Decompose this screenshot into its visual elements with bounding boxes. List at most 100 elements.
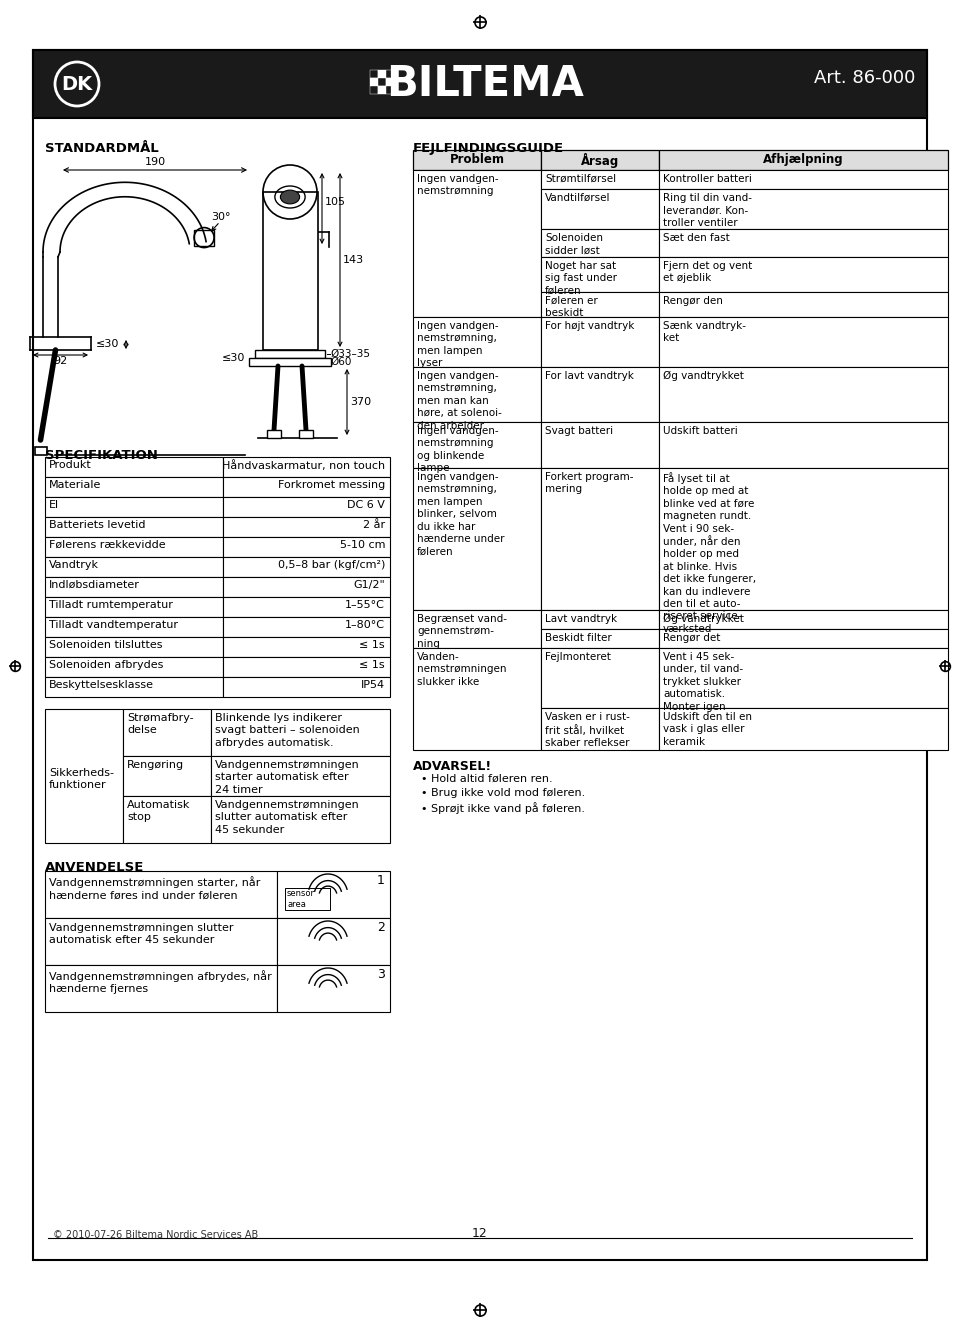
Text: Udskift den til en
vask i glas eller
keramik: Udskift den til en vask i glas eller ker…	[663, 713, 752, 747]
Bar	[541, 610, 659, 629]
Bar	[285, 888, 330, 910]
Bar	[277, 918, 390, 964]
Bar	[413, 422, 541, 468]
Text: 1–55°C: 1–55°C	[346, 599, 385, 610]
Text: DC 6 V: DC 6 V	[348, 500, 385, 510]
Bar	[386, 87, 394, 95]
Bar	[45, 557, 223, 577]
Text: Følerens rækkevidde: Følerens rækkevidde	[49, 539, 166, 550]
Text: Ingen vandgen-
nemstrømning,
men lampen
lyser: Ingen vandgen- nemstrømning, men lampen …	[417, 321, 498, 368]
Text: Problem: Problem	[449, 153, 505, 166]
Bar	[45, 677, 223, 697]
Bar	[33, 51, 927, 119]
Text: Beskidt filter: Beskidt filter	[545, 633, 612, 643]
Bar	[45, 597, 223, 617]
Bar	[223, 617, 390, 637]
Bar	[378, 79, 386, 87]
Text: Håndvaskarmatur, non touch: Håndvaskarmatur, non touch	[222, 460, 385, 472]
Text: Solenoiden afbrydes: Solenoiden afbrydes	[49, 659, 163, 670]
Text: Ø33–35: Ø33–35	[330, 349, 370, 360]
Text: 370: 370	[350, 397, 372, 408]
Text: Automatisk
stop: Automatisk stop	[127, 801, 190, 822]
Text: 5-10 cm: 5-10 cm	[340, 539, 385, 550]
Text: Rengøring: Rengøring	[127, 761, 184, 770]
Bar	[659, 422, 948, 468]
Bar	[249, 358, 331, 366]
Text: ≤ 1s: ≤ 1s	[359, 639, 385, 650]
Text: Få lyset til at
holde op med at
blinke ved at føre
magneten rundt.
Vent i 90 sek: Få lyset til at holde op med at blinke v…	[663, 472, 756, 634]
Bar	[413, 151, 541, 170]
Bar	[223, 497, 390, 517]
Text: Vandgennemstrømningen slutter
automatisk efter 45 sekunder: Vandgennemstrømningen slutter automatisk…	[49, 923, 233, 946]
Text: 1–80°C: 1–80°C	[345, 619, 385, 630]
Bar	[541, 647, 659, 709]
Bar	[541, 257, 659, 292]
Bar	[223, 457, 390, 477]
Text: 1: 1	[377, 874, 385, 887]
Bar	[541, 229, 659, 257]
Text: STANDARDMÅL: STANDARDMÅL	[45, 143, 158, 155]
Bar	[413, 368, 541, 422]
Bar	[211, 797, 390, 843]
Text: Vanden-
nemstrømningen
slukker ikke: Vanden- nemstrømningen slukker ikke	[417, 651, 507, 687]
Text: Noget har sat
sig fast under
føleren: Noget har sat sig fast under føleren	[545, 261, 617, 296]
Bar	[45, 497, 223, 517]
Text: Føleren er
beskidt: Føleren er beskidt	[545, 296, 598, 318]
Bar	[541, 317, 659, 368]
Text: Øg vandtrykket: Øg vandtrykket	[663, 372, 744, 381]
Bar	[413, 170, 541, 317]
Text: BILTEMA: BILTEMA	[386, 63, 584, 105]
Text: Indløbsdiameter: Indløbsdiameter	[49, 579, 140, 590]
Text: SPECIFIKATION: SPECIFIKATION	[45, 449, 157, 462]
Text: Materiale: Materiale	[49, 480, 102, 490]
Bar	[659, 189, 948, 229]
Bar	[370, 71, 378, 79]
Bar	[299, 430, 313, 438]
Bar	[659, 151, 948, 170]
Bar	[370, 87, 378, 95]
Bar	[223, 517, 390, 537]
Text: Vandtryk: Vandtryk	[49, 559, 99, 570]
Text: Øg vandtrykket: Øg vandtrykket	[663, 614, 744, 625]
Text: ADVARSEL!: ADVARSEL!	[413, 761, 492, 773]
Text: FEJLFINDINGSGUIDE: FEJLFINDINGSGUIDE	[413, 143, 564, 155]
Text: ≤30: ≤30	[96, 340, 119, 349]
Bar	[413, 647, 541, 750]
Text: Vent i 45 sek-
under, til vand-
trykket slukker
automatisk.
Monter igen: Vent i 45 sek- under, til vand- trykket …	[663, 651, 743, 711]
Bar	[223, 597, 390, 617]
Bar	[123, 709, 211, 757]
Text: Ingen vandgen-
nemstrømning: Ingen vandgen- nemstrømning	[417, 174, 498, 196]
Bar	[659, 610, 948, 629]
Text: © 2010-07-26 Biltema Nordic Services AB: © 2010-07-26 Biltema Nordic Services AB	[53, 1229, 258, 1240]
Bar	[386, 71, 394, 79]
Text: Vandgennemstrømningen afbrydes, når
hænderne fjernes: Vandgennemstrømningen afbrydes, når hænd…	[49, 970, 272, 994]
Text: For højt vandtryk: For højt vandtryk	[545, 321, 635, 330]
Bar	[378, 71, 386, 79]
Bar	[277, 871, 390, 918]
Bar	[659, 468, 948, 610]
Text: Rengør det: Rengør det	[663, 633, 720, 643]
Text: Fejlmonteret: Fejlmonteret	[545, 651, 611, 662]
Bar	[386, 79, 394, 87]
Text: Afhjælpning: Afhjælpning	[763, 153, 844, 166]
Bar	[223, 557, 390, 577]
Bar	[541, 292, 659, 317]
Bar	[277, 964, 390, 1012]
Text: DK: DK	[61, 75, 92, 93]
Text: Beskyttelsesklasse: Beskyttelsesklasse	[49, 681, 154, 690]
Bar	[45, 537, 223, 557]
Bar	[541, 709, 659, 750]
Text: Sænk vandtryk-
ket: Sænk vandtryk- ket	[663, 321, 746, 344]
Bar	[413, 317, 541, 368]
Text: Kontroller batteri: Kontroller batteri	[663, 174, 752, 184]
Bar	[45, 577, 223, 597]
Bar	[123, 797, 211, 843]
Text: Strømtilførsel: Strømtilførsel	[545, 174, 616, 184]
Bar	[45, 918, 277, 964]
Bar	[378, 87, 386, 95]
Bar	[541, 368, 659, 422]
Text: Tilladt rumtemperatur: Tilladt rumtemperatur	[49, 599, 173, 610]
Bar	[659, 317, 948, 368]
Text: • Sprøjt ikke vand på føleren.: • Sprøjt ikke vand på føleren.	[421, 802, 585, 814]
Text: Art. 86-000: Art. 86-000	[814, 69, 915, 87]
